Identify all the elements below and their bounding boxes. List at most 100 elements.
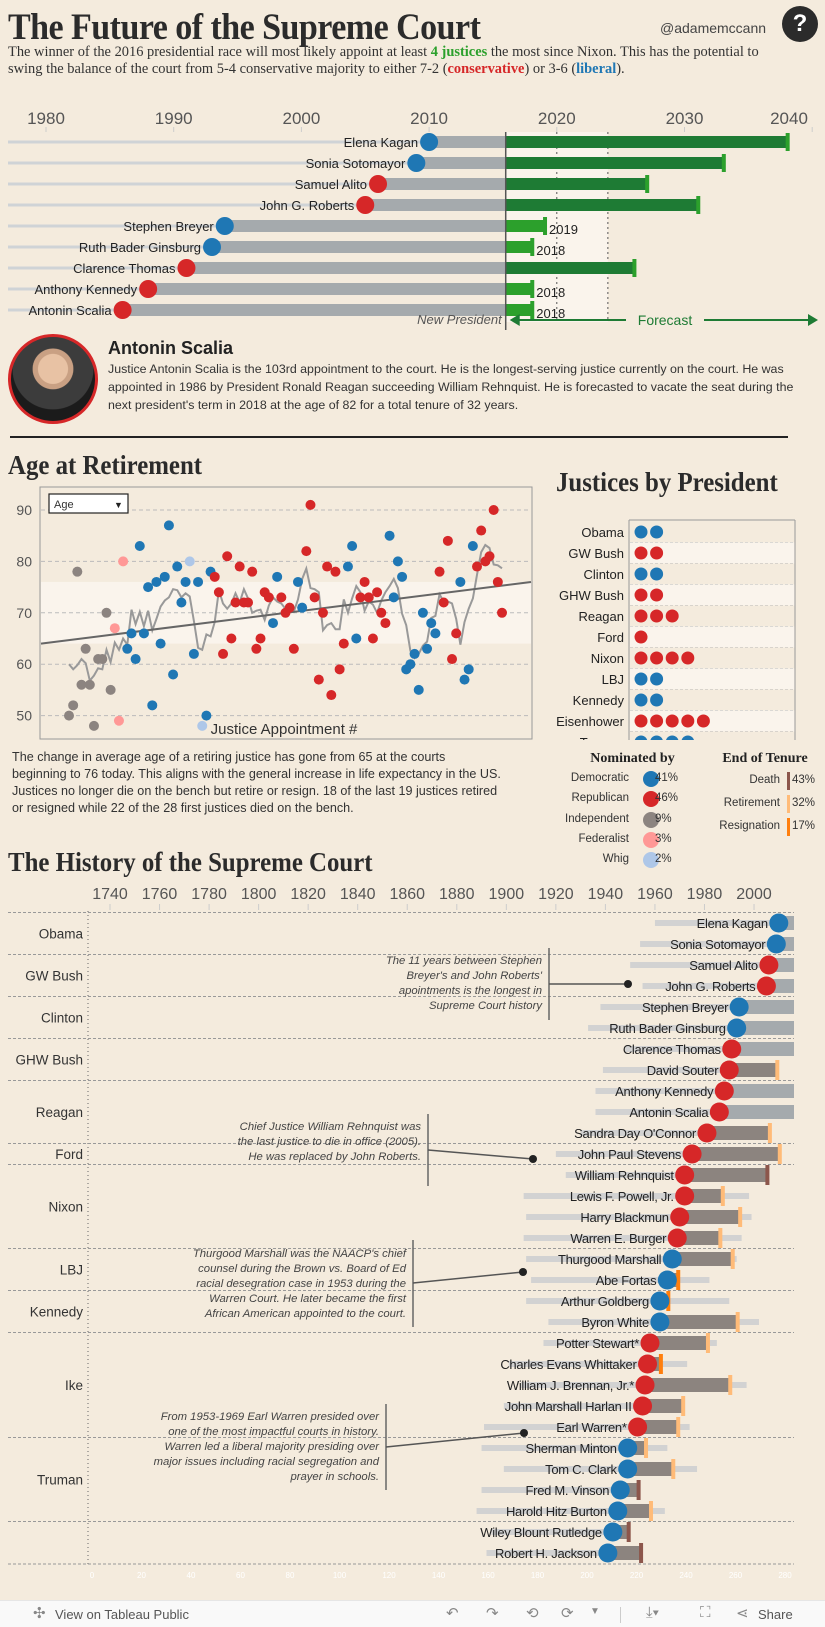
age-point[interactable]	[363, 592, 374, 603]
justice-count-dot[interactable]	[650, 693, 664, 707]
age-point[interactable]	[151, 576, 162, 587]
justice-count-dot[interactable]	[681, 735, 694, 741]
justice-dot[interactable]	[640, 1333, 660, 1353]
tenure-bar[interactable]	[659, 1315, 737, 1329]
age-point[interactable]	[447, 654, 458, 665]
tenure-bar[interactable]	[684, 1168, 767, 1182]
age-point[interactable]	[234, 561, 245, 572]
justice-name[interactable]: Sonia Sotomayor	[306, 156, 406, 171]
age-point[interactable]	[209, 571, 220, 582]
age-point[interactable]	[380, 618, 391, 629]
tenure-bar[interactable]	[729, 1063, 777, 1077]
legend-party-label[interactable]: Federalist	[578, 832, 630, 845]
justice-count-dot[interactable]	[665, 609, 679, 623]
justice-name[interactable]: John G. Roberts	[260, 198, 355, 213]
justice-name[interactable]: John Paul Stevens	[578, 1147, 682, 1162]
tenure-bar[interactable]	[637, 1420, 678, 1434]
age-point[interactable]	[243, 597, 254, 608]
justice-name[interactable]: Abe Fortas	[596, 1273, 658, 1288]
redo-icon[interactable]: ↷	[486, 1605, 499, 1622]
justice-dot[interactable]	[356, 196, 375, 214]
justice-count-dot[interactable]	[634, 693, 648, 707]
justice-dot[interactable]	[139, 280, 158, 298]
president-label[interactable]: GW Bush	[568, 546, 624, 561]
help-icon[interactable]: ?	[782, 6, 818, 42]
refresh-icon[interactable]: ⟳	[561, 1605, 574, 1622]
age-point[interactable]	[405, 659, 416, 670]
age-point[interactable]	[122, 643, 133, 654]
age-point[interactable]	[313, 674, 324, 685]
age-point[interactable]	[442, 535, 453, 546]
share-button[interactable]: Share	[758, 1607, 793, 1622]
justice-name[interactable]: Ruth Bader Ginsburg	[79, 240, 201, 255]
party-dot-whig[interactable]	[643, 852, 659, 869]
justice-dot[interactable]	[719, 1060, 739, 1080]
age-point[interactable]	[347, 540, 358, 551]
age-point[interactable]	[342, 561, 353, 572]
president-label[interactable]: Ike	[65, 1378, 83, 1393]
justice-name[interactable]: Clarence Thomas	[73, 261, 176, 276]
age-point[interactable]	[326, 690, 337, 701]
tenure-bar[interactable]	[706, 1126, 769, 1140]
justice-dot[interactable]	[722, 1039, 742, 1059]
age-point[interactable]	[138, 628, 149, 639]
age-point[interactable]	[105, 684, 116, 695]
age-point[interactable]	[413, 684, 424, 695]
justice-count-dot[interactable]	[650, 714, 664, 728]
justice-dot[interactable]	[657, 1270, 677, 1290]
age-point[interactable]	[130, 654, 141, 665]
age-point[interactable]	[305, 499, 316, 510]
justice-name[interactable]: Antonin Scalia	[28, 303, 112, 318]
legend-party-label[interactable]: Republican	[571, 792, 629, 805]
age-point[interactable]	[193, 576, 204, 587]
age-point[interactable]	[163, 520, 174, 531]
tenure-bar[interactable]	[642, 1399, 683, 1413]
justice-count-dot[interactable]	[650, 588, 664, 602]
justice-name[interactable]: Sherman Minton	[526, 1441, 618, 1456]
age-point[interactable]	[351, 633, 362, 644]
justice-count-dot[interactable]	[634, 630, 648, 644]
refresh-dropdown-icon[interactable]: ▼	[590, 1606, 600, 1617]
age-point[interactable]	[268, 618, 279, 629]
president-label[interactable]: Truman	[37, 1473, 83, 1488]
tenure-bar[interactable]	[736, 1021, 794, 1035]
age-point[interactable]	[397, 571, 408, 582]
age-point[interactable]	[422, 643, 433, 654]
justice-dot[interactable]	[709, 1102, 729, 1122]
legend-tenure-label[interactable]: Death	[749, 774, 780, 786]
justice-dot[interactable]	[697, 1123, 717, 1143]
tenure-bar[interactable]	[731, 1042, 794, 1056]
age-point[interactable]	[301, 546, 312, 557]
tenure-bar[interactable]	[649, 1336, 707, 1350]
justice-name[interactable]: Byron White	[581, 1315, 649, 1330]
justice-name[interactable]: Samuel Alito	[295, 177, 367, 192]
president-label[interactable]: Kennedy	[30, 1305, 84, 1320]
tenure-marker-retirement[interactable]	[787, 795, 790, 813]
justice-name[interactable]: John G. Roberts	[665, 979, 756, 994]
age-point[interactable]	[168, 669, 179, 680]
age-point[interactable]	[118, 556, 129, 567]
president-label[interactable]: GHW Bush	[559, 588, 624, 603]
age-point[interactable]	[372, 587, 383, 598]
age-point[interactable]	[72, 566, 83, 577]
justice-dot[interactable]	[675, 1186, 695, 1206]
age-point[interactable]	[292, 576, 303, 587]
justice-name[interactable]: Harry Blackmun	[580, 1210, 669, 1225]
justice-count-dot[interactable]	[634, 588, 648, 602]
justice-dot[interactable]	[420, 133, 439, 151]
justice-dot[interactable]	[177, 259, 196, 277]
age-point[interactable]	[488, 505, 499, 515]
age-point[interactable]	[255, 633, 266, 644]
age-point[interactable]	[134, 540, 145, 551]
president-label[interactable]: Clinton	[41, 1011, 83, 1026]
tenure-bar[interactable]	[724, 1084, 794, 1098]
tenure-bar[interactable]	[645, 1378, 730, 1392]
justice-name[interactable]: David Souter	[647, 1063, 720, 1078]
justice-count-dot[interactable]	[634, 651, 648, 665]
justice-count-dot[interactable]	[634, 735, 648, 741]
legend-party-label[interactable]: Democratic	[570, 772, 629, 784]
justice-name[interactable]: Stephen Breyer	[123, 219, 214, 234]
age-point[interactable]	[359, 576, 370, 587]
age-point[interactable]	[409, 648, 420, 659]
legend-tenure-label[interactable]: Retirement	[723, 797, 780, 809]
